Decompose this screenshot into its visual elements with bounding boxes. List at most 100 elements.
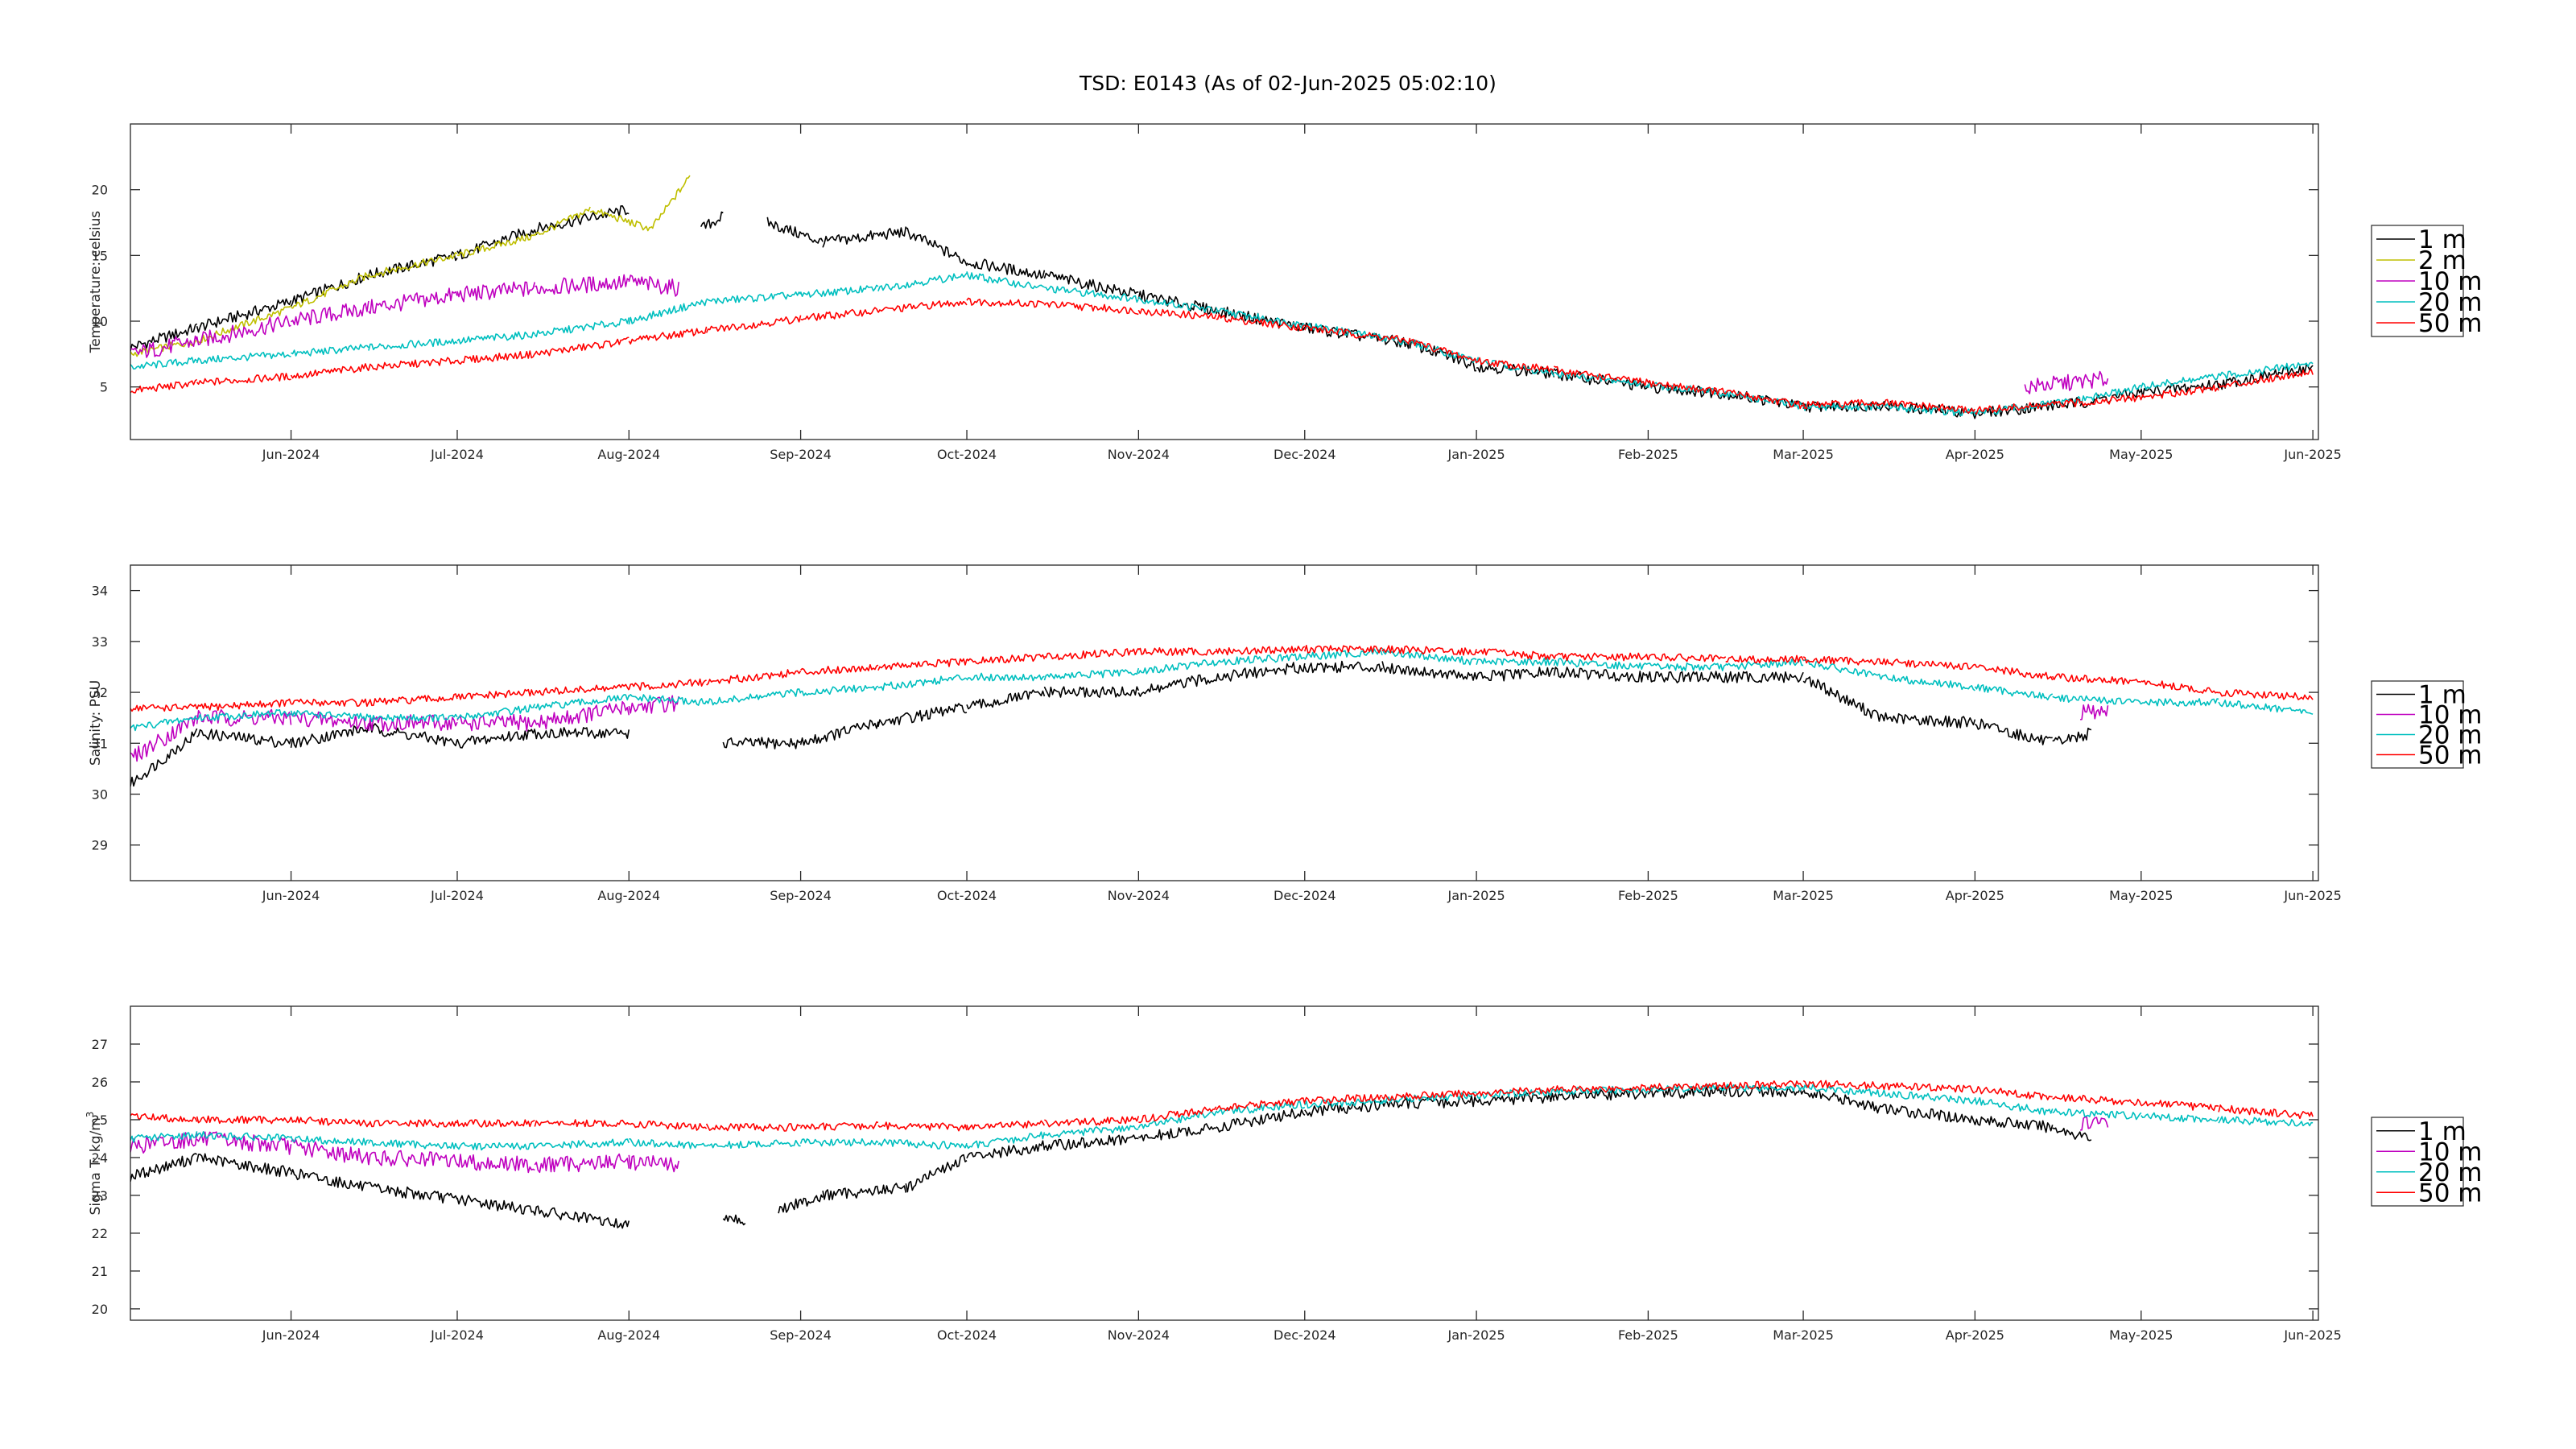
- y-tick-label: 20: [92, 1302, 108, 1317]
- y-axis-label-superscript: 3: [85, 1112, 96, 1118]
- y-tick-label: 21: [92, 1264, 108, 1279]
- x-tick-label: Feb-2025: [1618, 1327, 1678, 1343]
- chart-panels: 5 10 15 20 Jun-2024 Jul-2024 Aug-2024 Sep-2024 O…: [85, 123, 2483, 1343]
- legend-box: [2371, 680, 2464, 769]
- legend-label: 20 m: [2418, 288, 2483, 317]
- panel-3: 20 21 22 23 24 25 26 27 Jun-2024 Jul-2024 Aug-2024…: [85, 1005, 2483, 1343]
- x-tick-label: Jul-2024: [430, 1327, 484, 1343]
- legend-label: 10 m: [2418, 1137, 2483, 1166]
- x-tick-label: Aug-2024: [597, 1327, 660, 1343]
- y-tick-label: 15: [92, 248, 108, 263]
- panel-1: 5 10 15 20 Jun-2024 Jul-2024 Aug-2024 Sep-2024 O…: [88, 123, 2483, 462]
- series-group-1: [130, 175, 2314, 419]
- x-tick-label: May-2025: [2109, 1327, 2173, 1343]
- axes-box: [130, 1005, 2319, 1321]
- y-tick-label: 29: [92, 838, 108, 853]
- x-tick-label: Dec-2024: [1274, 888, 1335, 903]
- legend-label: 20 m: [2418, 1158, 2483, 1187]
- series-line-10m: [130, 695, 2109, 762]
- series-line-10m: [130, 1116, 2109, 1174]
- y-tick-label: 24: [92, 1150, 108, 1166]
- series-line-50m: [130, 645, 2314, 712]
- x-tick-label: Oct-2024: [937, 1327, 997, 1343]
- x-tick-label: Feb-2025: [1618, 888, 1678, 903]
- x-tick-label: Nov-2024: [1108, 447, 1170, 462]
- y-tick-label: 31: [92, 736, 108, 751]
- series-line-20m: [130, 648, 2314, 732]
- legend-label: 10 m: [2418, 701, 2483, 730]
- y-tick-label: 30: [92, 787, 108, 803]
- x-tick-label: Jun-2025: [2283, 888, 2342, 903]
- x-tick-label: Jun-2025: [2283, 1327, 2342, 1343]
- x-tick-label: May-2025: [2109, 447, 2173, 462]
- legend-2: 1 m10 m20 m50 m: [2371, 680, 2483, 770]
- x-tick-label: Jun-2024: [262, 1327, 320, 1343]
- x-tick-label: Jan-2025: [1447, 888, 1505, 903]
- x-tick-label: Mar-2025: [1773, 447, 1834, 462]
- series-line-1m: [130, 660, 2092, 787]
- series-line-50m: [130, 297, 2314, 415]
- legend-1: 1 m2 m10 m20 m50 m: [2371, 225, 2483, 338]
- y-tick-label: 5: [100, 380, 108, 395]
- x-tick-label: Feb-2025: [1618, 447, 1678, 462]
- series-line-50m: [130, 1080, 2314, 1132]
- panel-2: 29 30 31 32 33 34 Jun-2024 Jul-2024 Aug-2024 Sep-…: [88, 564, 2483, 903]
- y-tick-label: 33: [92, 634, 108, 650]
- x-tick-label: Nov-2024: [1108, 1327, 1170, 1343]
- x-tick-label: Jan-2025: [1447, 447, 1505, 462]
- y-tick-label: 23: [92, 1188, 108, 1203]
- legend-label: 10 m: [2418, 267, 2483, 296]
- series-line-10m: [130, 274, 2109, 394]
- legend-label: 1 m: [2418, 225, 2467, 254]
- y-tick-label: 25: [92, 1113, 108, 1128]
- x-tick-label: Apr-2025: [1946, 447, 2004, 462]
- y-tick-label: 10: [92, 314, 108, 329]
- x-tick-label: Oct-2024: [937, 888, 997, 903]
- x-tick-label: Aug-2024: [597, 447, 660, 462]
- legend-label: 1 m: [2418, 1117, 2467, 1146]
- x-tick-label: Sep-2024: [770, 447, 832, 462]
- x-tick-label: Aug-2024: [597, 888, 660, 903]
- y-tick-label: 20: [92, 183, 108, 198]
- x-tick-label: Mar-2025: [1773, 1327, 1834, 1343]
- x-tick-label: Jan-2025: [1447, 1327, 1505, 1343]
- axes-box: [130, 564, 2319, 881]
- x-tick-label: Jun-2024: [262, 888, 320, 903]
- y-tick-label: 34: [92, 584, 108, 599]
- x-tick-label: Jul-2024: [430, 888, 484, 903]
- y-axis-label: Salinity: PSU: [88, 680, 104, 766]
- series-group-2: [130, 645, 2314, 787]
- x-tick-label: Sep-2024: [770, 888, 832, 903]
- legend-label: 50 m: [2418, 741, 2483, 770]
- x-tick-label: Dec-2024: [1274, 1327, 1335, 1343]
- x-tick-label: Sep-2024: [770, 1327, 832, 1343]
- x-tick-label: Jul-2024: [430, 447, 484, 462]
- x-tick-label: Mar-2025: [1773, 888, 1834, 903]
- legend-label: 1 m: [2418, 681, 2467, 710]
- legend-label: 50 m: [2418, 1179, 2483, 1208]
- figure-title: TSD: E0143 (As of 02-Jun-2025 05:02:10): [1079, 72, 1496, 95]
- y-axis-label: Sigma T: kg/m3: [85, 1112, 104, 1216]
- x-tick-label: Apr-2025: [1946, 1327, 2004, 1343]
- y-axis-label: Temperature: celsius: [88, 211, 104, 354]
- y-tick-label: 27: [92, 1037, 108, 1052]
- legend-label: 50 m: [2418, 309, 2483, 338]
- axes-box: [130, 123, 2319, 440]
- x-tick-label: Dec-2024: [1274, 447, 1335, 462]
- x-tick-label: Oct-2024: [937, 447, 997, 462]
- x-tick-label: Jun-2025: [2283, 447, 2342, 462]
- x-tick-label: Jun-2024: [262, 447, 320, 462]
- series-group-3: [130, 1080, 2314, 1229]
- x-tick-label: May-2025: [2109, 888, 2173, 903]
- x-tick-label: Nov-2024: [1108, 888, 1170, 903]
- y-tick-label: 26: [92, 1075, 108, 1090]
- x-tick-label: Apr-2025: [1946, 888, 2004, 903]
- legend-label: 2 m: [2418, 246, 2467, 275]
- legend-3: 1 m10 m20 m50 m: [2371, 1117, 2483, 1208]
- y-tick-label: 32: [92, 685, 108, 700]
- legend-box: [2371, 1117, 2464, 1207]
- series-line-20m: [130, 271, 2314, 416]
- y-tick-label: 22: [92, 1226, 108, 1241]
